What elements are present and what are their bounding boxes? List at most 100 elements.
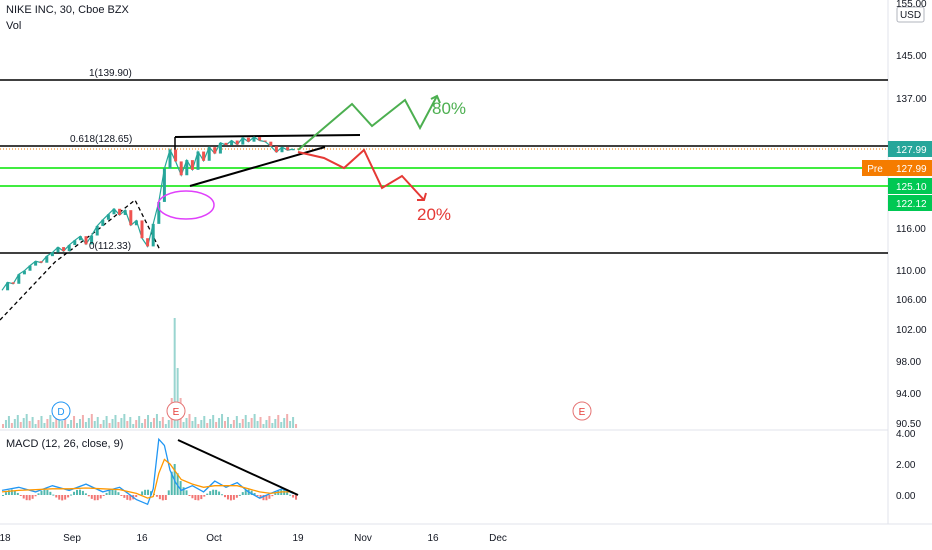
volume-bar — [247, 422, 250, 428]
macd-hist-bar — [34, 495, 37, 497]
price-badge-0: 127.99 — [896, 145, 927, 156]
price-badge-1: 127.99 — [896, 164, 927, 175]
bullish-arrow-head — [430, 94, 441, 104]
macd-hist-bar — [135, 495, 138, 498]
volume-bars — [2, 318, 298, 428]
price-candle — [280, 147, 284, 153]
price-tick-5: 106.00 — [896, 295, 927, 306]
macd-hist-bar — [194, 495, 197, 501]
macd-tick-0: 4.00 — [896, 429, 916, 440]
volume-bar — [114, 415, 117, 428]
event-marker-earnings[interactable]: E — [166, 401, 186, 421]
price-candle — [45, 256, 49, 263]
macd-hist-bar — [76, 489, 78, 495]
price-badge-2: 125.10 — [896, 182, 927, 193]
volume-bar — [185, 418, 188, 428]
volume-bar — [43, 423, 46, 428]
price-candle — [95, 225, 99, 236]
event-marker-dividend-label: D — [57, 407, 64, 418]
gap-highlight-ellipse — [157, 190, 215, 220]
volume-bar — [16, 415, 19, 428]
macd-hist-bar — [250, 490, 253, 495]
macd-axis-ticks: 4.00 2.00 0.00 — [896, 429, 916, 502]
macd-hist-bar — [274, 493, 277, 495]
volume-bar — [235, 416, 238, 428]
time-tick-5: Nov — [354, 533, 372, 544]
macd-tick-2: 0.00 — [896, 491, 916, 502]
macd-hist-bar — [161, 495, 164, 501]
macd-hist-bar — [16, 492, 19, 495]
price-axis-ticks: 155.00 145.00 137.00 116.00 110.00 106.00 102.… — [896, 0, 927, 430]
event-marker-dividend[interactable]: D — [51, 401, 71, 421]
price-candle — [258, 137, 262, 141]
price-candle — [151, 223, 155, 247]
macd-hist-bar — [188, 495, 191, 496]
macd-hist-bar — [256, 495, 259, 496]
price-badge-3: 122.12 — [896, 199, 927, 210]
macd-hist-bar — [7, 490, 10, 495]
macd-line — [1, 437, 294, 506]
macd-hist-bar — [67, 495, 70, 498]
volume-bar — [289, 421, 292, 428]
macd-signal-line — [1, 458, 294, 499]
macd-hist-bar — [22, 495, 25, 499]
volume-bar — [40, 416, 43, 428]
time-axis-ticks: 18 Sep 16 Oct 19 Nov 16 Dec — [0, 533, 507, 544]
volume-bar — [295, 424, 298, 428]
macd-hist-bar — [102, 495, 105, 496]
price-candle — [73, 240, 77, 246]
volume-bar — [265, 420, 268, 428]
volume-bar — [61, 421, 64, 428]
volume-bar — [73, 416, 76, 428]
volume-bar — [49, 415, 52, 428]
macd-hist-bar — [167, 490, 170, 495]
macd-hist-bar — [10, 489, 13, 495]
macd-hist-bar — [259, 495, 262, 499]
macd-title: MACD (12, 26, close, 9) — [6, 438, 123, 450]
fib-label-1: 0.618(128.65) — [70, 134, 132, 145]
macd-hist-bar — [141, 491, 144, 495]
price-candle — [106, 214, 110, 220]
macd-hist-bar — [185, 490, 188, 495]
price-candle — [56, 247, 60, 253]
volume-bar — [250, 418, 253, 428]
volume-bar — [167, 420, 170, 428]
volume-bar — [13, 419, 16, 428]
price-badge-bg — [888, 160, 932, 176]
volume-bar — [212, 415, 215, 428]
macd-hist-bar — [19, 495, 22, 496]
macd-hist-bar — [170, 471, 173, 495]
volume-bar — [52, 422, 55, 428]
macd-hist-bar — [123, 495, 126, 498]
volume-bar — [152, 418, 155, 428]
price-candle — [224, 142, 228, 146]
volume-bar — [173, 318, 176, 428]
time-tick-6: 16 — [427, 533, 439, 544]
volume-bar — [226, 417, 229, 428]
macd-hist-bar — [197, 495, 200, 501]
volume-bar — [268, 416, 271, 428]
price-candle — [39, 261, 43, 263]
price-candle — [269, 141, 273, 147]
price-candle — [34, 261, 38, 266]
volume-bar — [253, 414, 256, 428]
volume-bar — [55, 418, 58, 428]
volume-bar — [46, 419, 49, 428]
macd-hist-bar — [70, 494, 73, 496]
currency-box[interactable] — [896, 6, 925, 23]
volume-bar — [283, 418, 286, 428]
volume-bar — [31, 417, 34, 428]
macd-hist-bar — [37, 493, 40, 495]
volume-bar — [102, 420, 105, 428]
macd-hist-bar — [117, 492, 120, 495]
price-tick-4: 110.00 — [896, 266, 926, 277]
macd-hist-bar — [52, 494, 55, 496]
volume-bar — [286, 414, 289, 428]
volume-bar — [155, 414, 158, 428]
macd-hist-bar — [265, 495, 268, 501]
volume-bar — [138, 416, 141, 428]
price-candle — [11, 282, 15, 284]
event-marker-earnings-upcoming[interactable]: E — [572, 401, 592, 421]
